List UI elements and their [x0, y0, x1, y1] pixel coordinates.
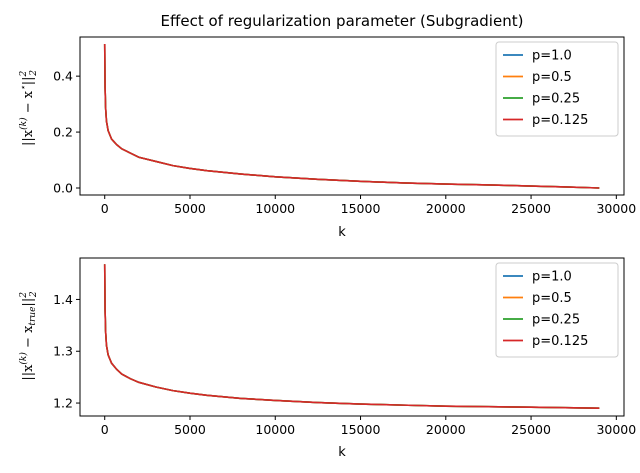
top-chart-legend-box	[495, 41, 619, 137]
bottom-chart-y-tick-label: 1.4	[53, 292, 73, 307]
bottom-chart-legend-box	[495, 262, 619, 358]
bottom-chart-x-tick-label: 10000	[255, 422, 295, 437]
top-chart-x-ticks: 0 5000 10000 15000 20000 25000 30000	[101, 195, 636, 216]
top-chart-x-tick-label: 5000	[174, 201, 206, 216]
bottom-chart-series-lines	[103, 264, 600, 410]
bottom-chart-x-tick-label: 15000	[341, 422, 381, 437]
bottom-chart: 0 5000 10000 15000 20000 25000 30000 1.2 1.3 1.4…	[18, 257, 636, 460]
top-chart-y-tick-label: 0.0	[53, 181, 73, 196]
top-chart-x-tick-label: 20000	[426, 201, 466, 216]
bottom-chart-x-tick-label: 20000	[426, 422, 466, 437]
bottom-chart-legend: p=1.0 p=0.5 p=0.25 p=0.125	[495, 262, 619, 358]
top-chart-series-lines	[103, 43, 600, 189]
top-chart-x-tick-label: 10000	[255, 201, 295, 216]
top-chart-x-tick-label: 30000	[596, 201, 636, 216]
bottom-chart-x-tick-label: 25000	[511, 422, 551, 437]
bottom-chart-y-axis-label: ||x(k) − xtrue||22	[18, 291, 39, 381]
bottom-chart-x-tick-label: 30000	[596, 422, 636, 437]
top-chart-legend-label-1: p=1.0	[532, 49, 572, 64]
bottom-chart-legend-label-2: p=0.5	[532, 291, 572, 306]
top-chart-x-tick-label: 0	[101, 201, 109, 216]
top-chart-x-tick-label: 25000	[511, 201, 551, 216]
top-chart-y-tick-label: 0.2	[53, 125, 73, 140]
bottom-chart-y-ticks: 1.2 1.3 1.4	[53, 292, 80, 411]
top-chart-y-axis-label-text: ||x(k) − x⋆||22	[18, 70, 39, 146]
top-chart-x-tick-label: 15000	[341, 201, 381, 216]
bottom-chart-series-line-4	[103, 264, 600, 410]
bottom-chart-legend-label-4: p=0.125	[532, 334, 588, 349]
top-chart: Effect of regularization parameter (Subg…	[18, 12, 636, 240]
top-chart-legend: p=1.0 p=0.5 p=0.25 p=0.125	[495, 41, 619, 137]
bottom-chart-x-axis-label: k	[338, 445, 346, 460]
top-chart-plot-frame	[79, 36, 625, 196]
top-chart-legend-label-2: p=0.5	[532, 70, 572, 85]
bottom-chart-y-tick-label: 1.3	[53, 344, 73, 359]
top-chart-y-ticks: 0.0 0.2 0.4	[53, 69, 80, 196]
top-chart-y-axis-label: ||x(k) − x⋆||22	[18, 70, 39, 146]
top-chart-title: Effect of regularization parameter (Subg…	[161, 12, 524, 30]
bottom-chart-x-tick-label: 5000	[174, 422, 206, 437]
bottom-chart-x-tick-label: 0	[101, 422, 109, 437]
top-chart-series-line-4	[103, 43, 600, 189]
bottom-chart-x-ticks: 0 5000 10000 15000 20000 25000 30000	[101, 416, 636, 437]
bottom-chart-legend-label-3: p=0.25	[532, 313, 580, 328]
bottom-chart-y-axis-label-text: ||x(k) − xtrue||22	[18, 291, 39, 381]
top-chart-y-tick-label: 0.4	[53, 69, 73, 84]
bottom-chart-y-tick-label: 1.2	[53, 396, 73, 411]
top-chart-legend-label-3: p=0.25	[532, 92, 580, 107]
bottom-chart-plot-frame	[79, 257, 625, 417]
top-chart-legend-label-4: p=0.125	[532, 113, 588, 128]
top-chart-x-axis-label: k	[338, 225, 346, 240]
bottom-chart-legend-label-1: p=1.0	[532, 270, 572, 285]
